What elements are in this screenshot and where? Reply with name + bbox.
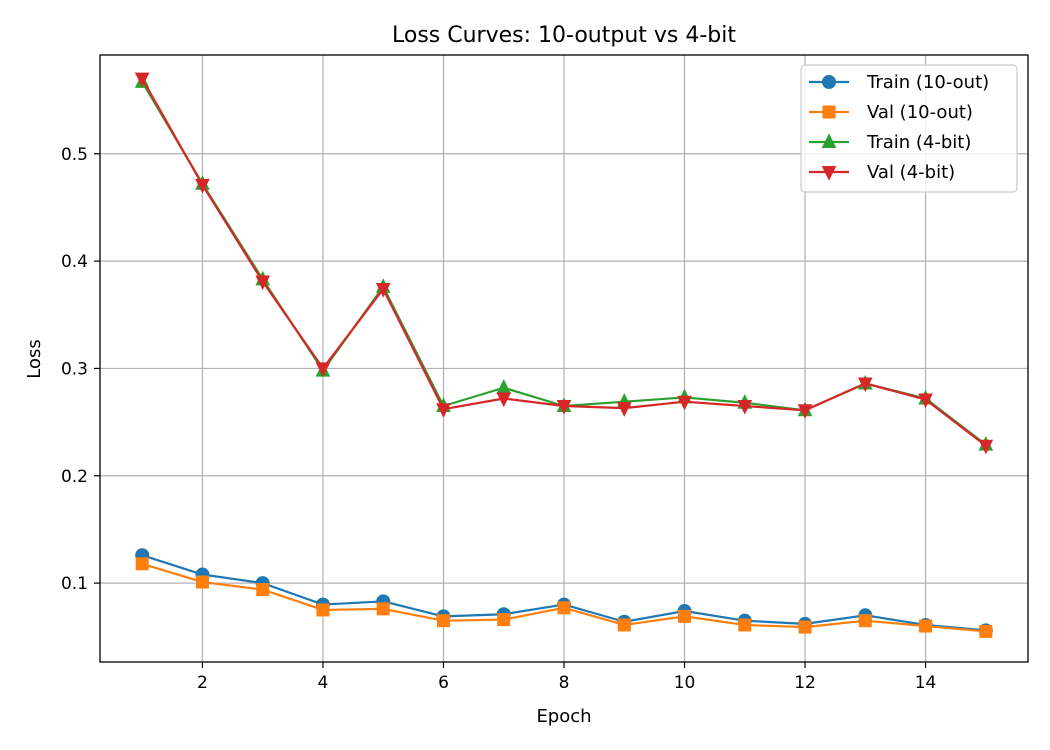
y-tick-label: 0.2 [61,467,88,487]
data-point [978,439,994,455]
legend-entry: Val (4-bit) [809,162,955,183]
data-point [376,602,390,616]
data-point [195,575,209,589]
x-axis-label: Epoch [536,706,591,727]
data-point [616,402,632,417]
series-layer [134,72,994,638]
legend-entry: Train (10-out) [809,72,989,93]
x-tick-label: 8 [559,673,570,693]
legend-entry: Train (4-bit) [809,132,971,153]
data-point [497,613,511,627]
y-tick-label: 0.5 [61,145,88,165]
legend-marker [822,105,836,119]
data-point [858,614,872,628]
data-point [738,618,752,632]
series-4 [134,72,994,455]
legend-label: Train (4-bit) [866,132,971,153]
legend-box [800,64,1018,193]
series-2 [135,557,993,638]
legend-label: Train (10-out) [866,72,989,93]
data-point [797,404,813,419]
axis-ticks: 2 4 6 8 10 12 14 0.1 0.2 0.3 0.4 0.5 [61,145,936,693]
data-point [375,282,391,298]
data-point [135,557,149,571]
legend-marker [821,133,837,148]
data-point [677,395,692,411]
y-axis-label: Loss [24,339,45,378]
x-tick-label: 4 [318,673,329,693]
legend-marker [822,75,836,89]
legend-label: Val (4-bit) [867,162,955,183]
data-point [919,619,933,633]
data-point [315,362,331,378]
x-tick-label: 14 [915,673,937,693]
data-point [557,601,571,615]
legend-label: Val (10-out) [867,102,973,123]
y-tick-label: 0.1 [61,574,88,594]
data-point [556,399,572,415]
y-tick-label: 0.4 [61,252,88,272]
data-point [255,275,271,291]
legend: Train (10-out) Val (10-out) Train (4-bit) V… [800,64,1018,193]
data-point [256,583,270,597]
data-point [134,72,150,88]
x-tick-label: 12 [794,673,816,693]
data-point [316,603,330,617]
data-point [678,609,692,623]
data-point [496,392,512,408]
data-point [436,403,451,418]
x-tick-label: 6 [438,673,449,693]
x-tick-label: 2 [197,673,208,693]
data-point [857,377,873,393]
data-point [737,399,753,415]
legend-entry: Val (10-out) [809,102,973,123]
data-point [436,614,450,628]
data-point [195,178,210,194]
chart-title: Loss Curves: 10-output vs 4-bit [392,23,736,48]
data-point [617,618,631,632]
data-point [979,624,993,638]
grid [100,55,1028,662]
x-tick-label: 10 [674,673,696,693]
y-tick-label: 0.3 [61,359,88,379]
legend-marker [821,166,837,181]
data-point [918,393,933,409]
data-point [798,620,812,634]
